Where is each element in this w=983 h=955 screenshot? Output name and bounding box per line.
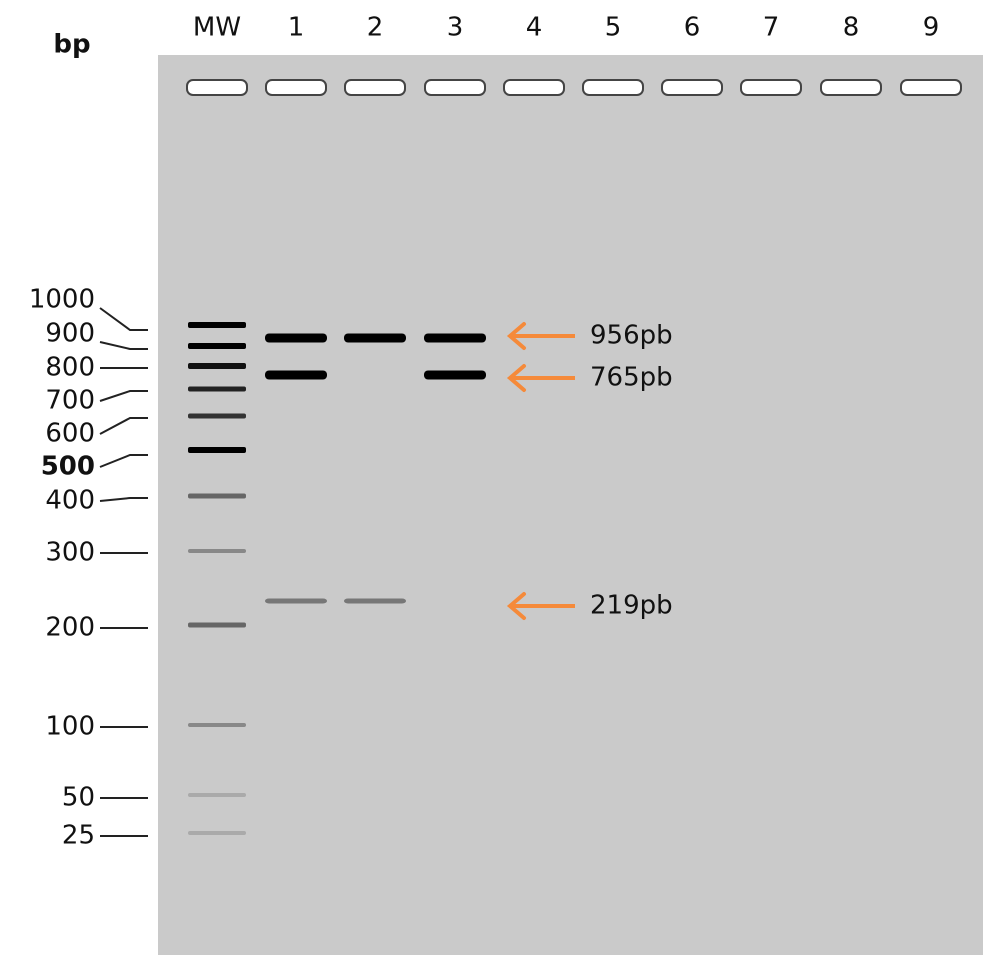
lane-label: 4 — [526, 13, 543, 43]
ladder-band — [188, 447, 246, 453]
lane-label: 3 — [447, 13, 464, 43]
ladder-band — [188, 387, 246, 392]
sample-band — [265, 371, 327, 380]
ladder-label: 600 — [45, 419, 95, 449]
lane-label: 8 — [843, 13, 860, 43]
ladder-band — [188, 723, 246, 727]
ladder-label: 1000 — [29, 285, 95, 315]
ladder-label: 200 — [45, 613, 95, 643]
sample-band — [424, 334, 486, 343]
lane-label: 2 — [367, 13, 384, 43]
ladder-label: 50 — [62, 783, 95, 813]
sample-band — [265, 334, 327, 343]
sample-band — [344, 334, 406, 343]
well — [187, 80, 247, 95]
well — [504, 80, 564, 95]
sample-band — [265, 599, 327, 604]
leader-line — [100, 498, 148, 501]
leader-line — [100, 418, 148, 434]
well — [583, 80, 643, 95]
gel-figure: bp MW 1 2 3 4 5 6 7 8 9 1000 900 800700600500 400 300 2… — [0, 0, 983, 955]
band-annotation: 956pb — [590, 321, 673, 351]
band-annotation: 765pb — [590, 363, 673, 393]
ladder-label: 500 — [41, 452, 95, 482]
ladder-label: 100 — [45, 712, 95, 742]
well — [901, 80, 961, 95]
ladder-band — [188, 494, 246, 499]
sample-band — [424, 371, 486, 380]
ladder-band — [188, 831, 246, 835]
ladder-label: 400 — [45, 486, 95, 516]
ladder-label: 25 — [62, 821, 95, 851]
ladder-label: 900 — [45, 319, 95, 349]
sample-band — [344, 599, 406, 604]
ladder-label: 300 — [45, 538, 95, 568]
leader-line — [100, 308, 148, 330]
band-annotation: 219pb — [590, 591, 673, 621]
well — [662, 80, 722, 95]
ladder-label: 700 — [45, 386, 95, 416]
ladder-band — [188, 414, 246, 419]
lane-label: 9 — [923, 13, 940, 43]
ladder-label: 800 — [45, 353, 95, 383]
lane-label: 5 — [605, 13, 622, 43]
ladder-band — [188, 623, 246, 628]
ladder-band — [188, 322, 246, 328]
unit-label: bp — [53, 30, 90, 60]
well — [821, 80, 881, 95]
well — [266, 80, 326, 95]
well — [345, 80, 405, 95]
well — [425, 80, 485, 95]
ladder-band — [188, 343, 246, 349]
ladder-band — [188, 363, 246, 369]
ladder-band — [188, 549, 246, 553]
lane-label: 6 — [684, 13, 701, 43]
leader-line — [100, 342, 148, 349]
leader-line — [100, 455, 148, 467]
gel — [158, 55, 983, 955]
well — [741, 80, 801, 95]
lane-label: 1 — [288, 13, 305, 43]
lane-label: MW — [193, 13, 241, 43]
lane-label: 7 — [763, 13, 780, 43]
leader-line — [100, 391, 148, 401]
ladder-band — [188, 793, 246, 797]
